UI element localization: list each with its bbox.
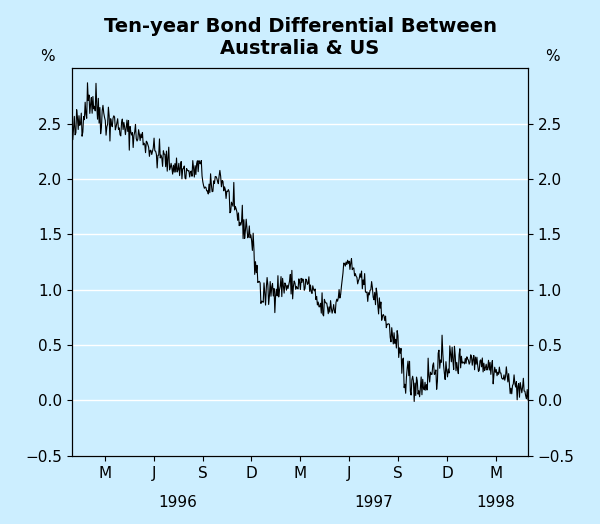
Title: Ten-year Bond Differential Between
Australia & US: Ten-year Bond Differential Between Austr…: [104, 17, 497, 58]
Text: %: %: [545, 49, 560, 64]
Text: 1998: 1998: [477, 495, 515, 510]
Text: %: %: [40, 49, 55, 64]
Text: 1997: 1997: [355, 495, 393, 510]
Text: 1996: 1996: [158, 495, 197, 510]
